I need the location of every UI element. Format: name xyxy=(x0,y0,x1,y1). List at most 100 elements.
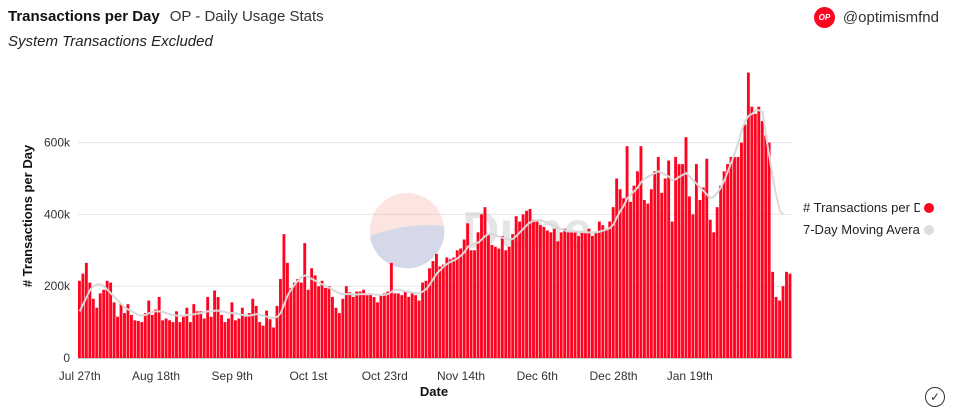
bar xyxy=(580,232,584,358)
bar xyxy=(275,305,279,358)
bar xyxy=(91,298,95,358)
bar xyxy=(261,325,265,358)
bar xyxy=(636,171,639,358)
bar xyxy=(268,319,272,358)
bar xyxy=(504,250,508,358)
bar xyxy=(545,230,549,358)
bar xyxy=(656,156,660,358)
x-tick-label: Nov 14th xyxy=(437,369,485,383)
bar xyxy=(102,289,106,358)
bar xyxy=(441,264,445,358)
bar xyxy=(611,207,615,358)
bar xyxy=(577,235,580,358)
bar xyxy=(403,291,407,358)
brand-badge[interactable]: OP @optimismfnd xyxy=(813,7,939,28)
bar xyxy=(150,314,154,358)
bar xyxy=(313,275,317,358)
legend-label: 7-Day Moving Average xyxy=(803,222,934,237)
bar xyxy=(344,286,348,358)
bar xyxy=(469,250,473,358)
bar xyxy=(119,304,123,358)
bar xyxy=(743,124,747,358)
bar xyxy=(209,316,213,358)
bar xyxy=(341,298,345,358)
bar xyxy=(750,106,754,358)
bar xyxy=(327,286,331,358)
bar xyxy=(556,241,560,358)
bar xyxy=(646,203,650,358)
x-tick-label: Sep 9th xyxy=(212,369,253,383)
bar xyxy=(192,304,196,358)
bar xyxy=(570,230,574,358)
y-axis-label: # Transactions per Day xyxy=(20,144,35,287)
bar xyxy=(649,189,653,358)
bar xyxy=(538,225,542,358)
bar xyxy=(383,293,386,358)
bar xyxy=(691,214,695,358)
bar xyxy=(164,318,168,358)
bar xyxy=(660,192,664,358)
checkmark-icon[interactable]: ✓ xyxy=(925,387,945,407)
bar xyxy=(282,234,286,358)
bar xyxy=(168,320,171,358)
bar xyxy=(615,178,619,358)
bar xyxy=(334,307,338,358)
bar xyxy=(726,164,730,358)
bar xyxy=(549,232,553,358)
bar xyxy=(362,289,366,358)
bar xyxy=(369,293,373,358)
bar xyxy=(719,185,723,358)
bar xyxy=(185,307,189,358)
bar xyxy=(296,279,300,358)
bar xyxy=(78,280,81,358)
legend-dot xyxy=(924,225,934,235)
legend: # Transactions per Day 7-Day Moving Avera… xyxy=(803,200,937,237)
bar xyxy=(136,321,140,358)
bar xyxy=(105,280,109,358)
bar xyxy=(88,282,92,358)
bar xyxy=(604,228,608,358)
bar xyxy=(233,320,237,358)
bar xyxy=(299,282,303,358)
bar xyxy=(618,189,622,358)
bar xyxy=(424,280,428,358)
bar xyxy=(289,287,293,358)
bar xyxy=(324,287,327,358)
bar xyxy=(407,296,411,358)
bar xyxy=(785,271,788,358)
bar xyxy=(466,223,470,358)
bar xyxy=(254,305,258,358)
bar xyxy=(365,295,369,358)
bar xyxy=(760,121,764,358)
legend-label: # Transactions per Day xyxy=(803,200,937,215)
x-tick-label: Aug 18th xyxy=(132,369,180,383)
bar xyxy=(175,311,178,358)
bar xyxy=(715,207,719,358)
bar xyxy=(518,221,522,358)
bar xyxy=(435,253,438,358)
bar xyxy=(622,198,626,358)
bar xyxy=(379,295,383,358)
bar xyxy=(677,164,681,358)
bar xyxy=(129,314,133,358)
bar xyxy=(670,221,674,358)
bar xyxy=(507,246,511,358)
bar xyxy=(781,286,785,358)
bar xyxy=(597,221,601,358)
bar xyxy=(372,296,376,358)
x-axis: Jul 27th Aug 18th Sep 9th Oct 1st Oct 23rd No… xyxy=(59,369,713,383)
bar xyxy=(764,135,768,358)
bar xyxy=(178,322,182,358)
bar xyxy=(712,232,716,358)
bar xyxy=(476,232,480,358)
bar xyxy=(396,293,400,358)
bar xyxy=(410,293,414,358)
bar xyxy=(528,209,532,358)
bar xyxy=(632,185,636,358)
bar xyxy=(590,235,594,358)
bar xyxy=(511,234,515,358)
bar xyxy=(244,316,248,358)
bar xyxy=(486,234,490,358)
bar xyxy=(355,291,359,358)
brand-handle: @optimismfnd xyxy=(842,9,939,26)
